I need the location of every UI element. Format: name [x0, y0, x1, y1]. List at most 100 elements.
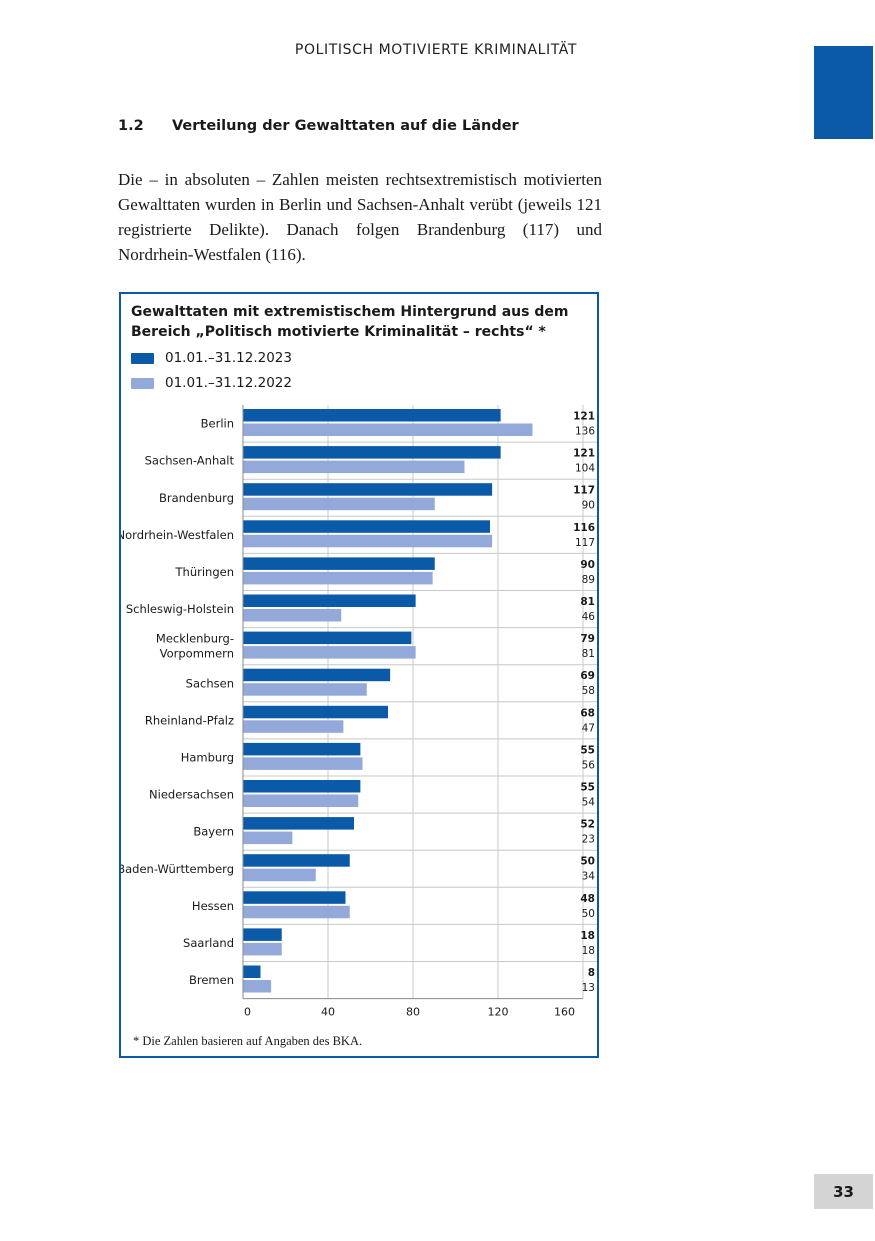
bar-2022 [243, 980, 272, 993]
bar-2023 [243, 742, 361, 756]
bar-2022 [243, 794, 359, 807]
bar-2022 [243, 497, 435, 511]
legend-label-2023: 01.01.–31.12.2023 [165, 350, 292, 366]
category-label: Sachsen [186, 676, 234, 690]
category-label: Sachsen-Anhalt [145, 454, 235, 468]
bar-chart: Berlin 121 136 Sachsen-Anhalt 121 104 Brandenb… [121, 405, 597, 1019]
data-label-2023: 48 [580, 893, 595, 905]
body-paragraph: Die – in absoluten – Zahlen meisten rech… [118, 170, 602, 264]
legend-item-2023: 01.01.–31.12.2023 [131, 349, 292, 367]
x-tick-label: 40 [321, 1006, 335, 1019]
bar-2023 [243, 705, 388, 719]
data-label-2023: 90 [580, 559, 595, 571]
data-label-2022: 89 [582, 574, 595, 586]
category-label: Bremen [189, 973, 234, 987]
chapter-tab-marker [814, 46, 873, 139]
data-label-2023: 68 [580, 707, 595, 719]
bar-2022 [243, 423, 533, 436]
data-label-2023: 55 [580, 782, 595, 794]
category-label: Mecklenburg-Vorpommern [156, 632, 234, 661]
bar-2022 [243, 534, 493, 548]
bar-2022 [243, 942, 282, 956]
bar-2023 [243, 409, 501, 422]
bar-2022 [243, 646, 416, 659]
data-label-2022: 56 [582, 759, 596, 771]
bar-2022 [243, 720, 344, 733]
data-label-2023: 69 [580, 670, 595, 682]
category-label-line: Vorpommern [160, 647, 234, 661]
bar-2023 [243, 928, 282, 941]
bar-2023 [243, 446, 501, 459]
data-label-2022: 23 [582, 834, 595, 846]
data-label-2023: 121 [573, 448, 595, 460]
bar-2023 [243, 965, 261, 978]
bar-2023 [243, 483, 493, 496]
category-label: Niedersachsen [149, 788, 234, 802]
bar-2022 [243, 905, 350, 919]
category-label: Saarland [183, 936, 234, 950]
category-label: Hamburg [181, 750, 234, 764]
data-label-2022: 13 [582, 982, 595, 994]
data-label-2023: 121 [573, 411, 595, 423]
bar-2022 [243, 868, 316, 882]
data-label-2023: 50 [580, 856, 595, 868]
running-header: POLITISCH MOTIVIERTE KRIMINALITÄT [294, 42, 578, 58]
section-title: Verteilung der Gewalttaten auf die Lände… [172, 118, 519, 134]
data-label-2022: 54 [582, 797, 596, 809]
data-label-2023: 52 [580, 819, 595, 831]
data-label-2022: 58 [582, 685, 595, 697]
bar-2022 [243, 460, 465, 474]
bar-2023 [243, 594, 416, 607]
data-label-2022: 47 [582, 722, 595, 734]
bar-2023 [243, 631, 412, 645]
x-tick-label: 160 [554, 1006, 575, 1019]
chart-box: Gewalttaten mit extremistischem Hintergr… [119, 292, 599, 1058]
legend-item-2022: 01.01.–31.12.2022 [131, 374, 292, 392]
bar-2023 [243, 817, 354, 830]
category-label: Hessen [192, 899, 234, 913]
data-label-2022: 104 [575, 463, 595, 475]
bar-2023 [243, 854, 350, 867]
data-label-2022: 46 [582, 611, 596, 623]
data-label-2022: 34 [582, 871, 596, 883]
bar-2022 [243, 831, 293, 845]
data-label-2023: 55 [580, 744, 595, 756]
data-label-2022: 81 [582, 648, 595, 660]
bar-2022 [243, 757, 363, 770]
chart-title: Gewalttaten mit extremistischem Hintergr… [131, 304, 569, 340]
x-tick-label: 80 [406, 1006, 420, 1019]
data-label-2023: 81 [580, 596, 595, 608]
data-label-2023: 18 [580, 930, 595, 942]
bar-2022 [243, 571, 433, 585]
section-heading: 1.2 Verteilung der Gewalttaten auf die Lä… [118, 118, 618, 134]
category-label: Rheinland-Pfalz [145, 713, 234, 727]
category-label: Nordrhein-Westfalen [121, 528, 234, 542]
legend-label-2022: 01.01.–31.12.2022 [165, 375, 292, 391]
page-number: 33 [814, 1174, 873, 1209]
category-label: Thüringen [175, 565, 234, 579]
data-label-2023: 117 [573, 485, 595, 497]
data-label-2023: 116 [573, 522, 595, 534]
category-label: Brandenburg [159, 491, 234, 505]
section-number: 1.2 [118, 118, 144, 134]
bar-2022 [243, 609, 342, 622]
x-tick-label: 0 [244, 1006, 251, 1019]
data-label-2022: 50 [582, 908, 595, 920]
data-label-2022: 117 [575, 537, 595, 549]
bar-2022 [243, 683, 367, 696]
category-label-line: Mecklenburg- [156, 632, 234, 646]
data-label-2023: 79 [580, 633, 595, 645]
category-label: Schleswig-Holstein [126, 602, 234, 616]
x-tick-label: 120 [488, 1006, 509, 1019]
category-label: Bayern [193, 825, 234, 839]
category-label: Berlin [201, 417, 234, 431]
bar-2023 [243, 668, 391, 682]
bar-2023 [243, 557, 435, 570]
legend-swatch-2022 [131, 377, 154, 389]
data-label-2023: 8 [588, 967, 595, 979]
legend-swatch-2023 [131, 352, 154, 364]
data-label-2022: 18 [582, 945, 595, 957]
data-label-2022: 136 [575, 426, 595, 438]
data-label-2022: 90 [582, 500, 595, 512]
category-label: Baden-Württemberg [121, 862, 234, 876]
